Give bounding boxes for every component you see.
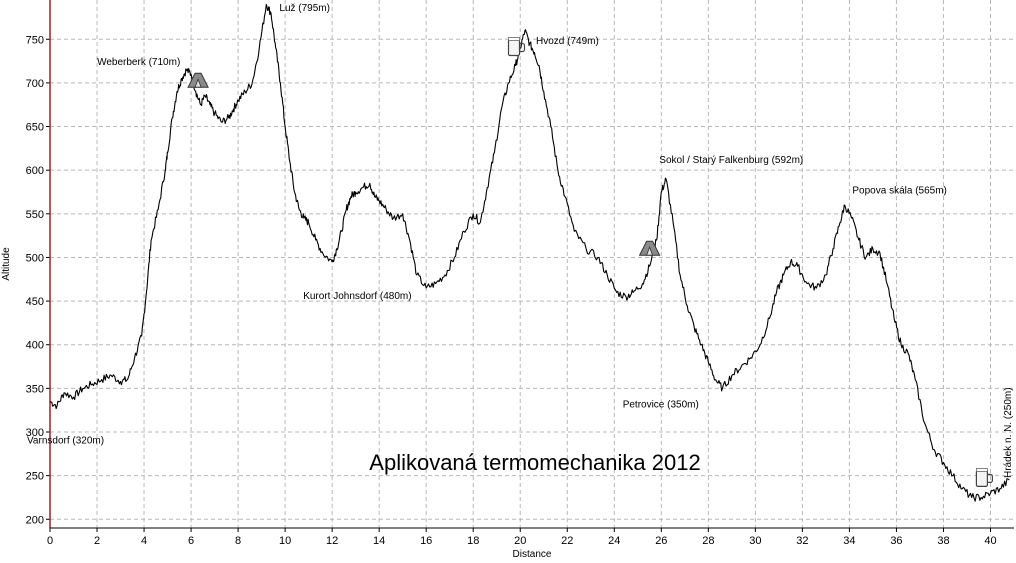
x-tick-label: 6 [188,535,194,547]
y-tick-label: 300 [26,427,44,439]
y-tick-label: 700 [26,78,44,90]
tent-icon [187,72,209,88]
x-tick-label: 26 [655,535,667,547]
x-tick-label: 24 [608,535,620,547]
mug-foam [508,37,520,41]
y-tick-label: 200 [26,514,44,526]
x-tick-label: 22 [561,535,573,547]
y-tick-label: 350 [26,383,44,395]
mug-foam [976,467,988,472]
x-tick-label: 28 [702,535,714,547]
x-axis-title: Distance [513,549,552,560]
mug-handle [987,473,994,483]
x-tick-label: 38 [937,535,949,547]
mug-handle [519,42,526,53]
elevation-line [49,3,1010,502]
x-tick-label: 36 [890,535,902,547]
annotation-label: Popova skála (565m) [852,186,947,197]
beer-mug-icon [975,467,994,487]
tent-door [646,246,654,256]
annotation-label: Varnsdorf (320m) [27,436,104,447]
annotation-label: Luž (795m) [279,3,330,14]
beer-mug-icon [507,37,526,57]
x-tick-label: 12 [326,535,338,547]
tent-icon [638,240,661,256]
x-tick-label: 0 [47,535,53,547]
series-layer [49,3,1010,502]
mug-body [975,469,989,487]
mug-body [507,38,521,57]
y-tick-label: 550 [26,209,44,221]
x-tick-label: 16 [420,535,432,547]
annotation-label: Kurort Johnsdorf (480m) [303,291,411,302]
x-tick-label: 2 [94,535,100,547]
chart-title: Aplikovaná termomechanika 2012 [369,450,700,475]
y-tick-label: 650 [26,122,44,134]
y-tick-label: 250 [26,471,44,483]
x-tick-label: 30 [749,535,761,547]
annotations: Varnsdorf (320m) Weberberk (710m) Luž (795… [27,3,1014,478]
y-tick-label: 600 [26,165,44,177]
y-tick-label: 400 [26,340,44,352]
annotation-label: Sokol / Starý Falkenburg (592m) [659,155,803,166]
y-tick-label: 450 [26,296,44,308]
axes: 0 2 4 6 8 10 12 14 16 18 20 22 24 26 28 30 32 34 36 38 40200… [26,0,1014,547]
x-tick-label: 20 [514,535,526,547]
x-tick-label: 18 [467,535,479,547]
y-tick-label: 750 [26,34,44,46]
x-tick-label: 40 [984,535,996,547]
y-axis-title: Altitude [1,247,12,281]
annotation-label: Weberberk (710m) [97,57,180,68]
annotation-label: Petrovice (350m) [623,399,699,410]
x-tick-label: 32 [796,535,808,547]
annotation-label: Hrádek n. N. (250m) [1003,387,1014,478]
x-tick-label: 4 [141,535,147,547]
annotation-label: Hvozd (749m) [536,36,599,47]
x-tick-label: 10 [279,535,291,547]
x-tick-label: 8 [235,535,241,547]
y-tick-label: 500 [26,252,44,264]
tent-door [194,78,202,88]
x-tick-label: 14 [373,535,385,547]
marker-icons [187,37,994,487]
x-tick-label: 34 [843,535,855,547]
